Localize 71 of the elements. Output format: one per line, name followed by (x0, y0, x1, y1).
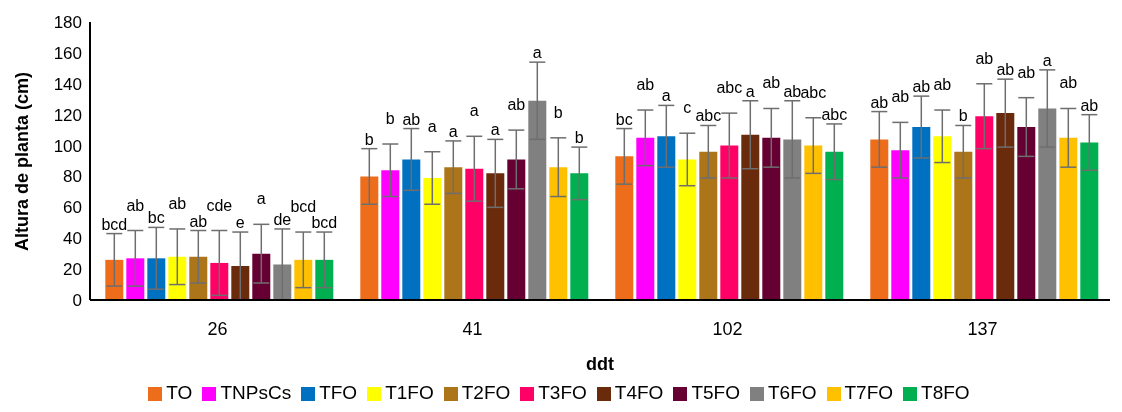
data-label: c (683, 99, 692, 117)
legend-label: T6FO (767, 382, 817, 403)
data-label: ab (168, 194, 187, 212)
data-label: ab (996, 61, 1015, 79)
data-label: ab (1059, 74, 1078, 92)
data-label: abc (821, 105, 848, 123)
data-label: ab (507, 96, 526, 114)
y-tick-label: 140 (53, 74, 82, 94)
data-label: ab (1080, 96, 1099, 114)
y-tick-label: 0 (72, 291, 82, 311)
legend-label: T8FO (921, 382, 970, 403)
data-label: abc (800, 83, 827, 101)
data-label: ab (975, 49, 994, 67)
legend-label: T4FO (614, 382, 664, 403)
data-label: a (469, 102, 479, 120)
data-label: b (385, 110, 395, 128)
data-label: ab (912, 78, 931, 96)
data-label: ab (933, 76, 952, 94)
data-label: ab (762, 74, 781, 92)
data-label: b (958, 107, 968, 125)
data-label: b (364, 130, 374, 148)
y-tick-label: 160 (53, 43, 82, 63)
data-label: bcd (101, 215, 128, 233)
data-label: ab (891, 88, 910, 106)
data-label: ab (402, 110, 421, 128)
data-label: ab (636, 76, 655, 94)
legend-label: T2FO (461, 382, 511, 403)
y-tick-label: 120 (53, 105, 82, 125)
data-label: a (448, 122, 458, 140)
legend-label: T3FO (538, 382, 587, 403)
data-label: a (1042, 51, 1052, 69)
data-label: abc (716, 79, 743, 97)
data-label: ab (1017, 63, 1036, 81)
data-label: bcd (311, 214, 338, 232)
data-label: a (745, 82, 755, 100)
y-axis-title: Altura de planta (cm) (12, 71, 33, 251)
data-label: a (427, 117, 437, 135)
data-label: bc (615, 110, 633, 128)
y-tick-label: 100 (53, 136, 82, 156)
y-tick-label: 180 (53, 13, 82, 33)
y-tick-label: 60 (63, 198, 82, 218)
data-label: bc (147, 209, 165, 227)
data-label: b (553, 103, 563, 121)
y-tick-label: 20 (63, 260, 82, 280)
x-tick-label: 102 (712, 318, 743, 339)
data-label: e (235, 214, 245, 232)
data-label: de (273, 210, 292, 228)
data-label: a (490, 121, 500, 139)
data-label: a (532, 44, 542, 62)
legend-label: TO (166, 382, 193, 403)
y-tick-label: 40 (63, 229, 82, 249)
x-axis-title: ddt (586, 354, 614, 374)
x-tick-label: 137 (967, 318, 998, 339)
data-label: ab (783, 82, 802, 100)
data-label: ab (189, 212, 208, 230)
data-label: ab (126, 196, 145, 214)
data-label: cde (206, 196, 233, 214)
x-tick-label: 41 (462, 318, 483, 339)
y-tick-label: 80 (63, 167, 82, 187)
legend-label: T1FO (385, 382, 434, 403)
legend-label: T5FO (691, 382, 740, 403)
data-label: a (256, 190, 266, 208)
data-label: abc (695, 107, 722, 125)
data-label: ab (870, 93, 889, 111)
data-label: a (661, 87, 671, 105)
legend-label: T7FO (844, 382, 894, 403)
data-label: bcd (290, 198, 317, 216)
legend-label: TFO (319, 382, 358, 403)
data-label: b (574, 129, 584, 147)
x-tick-label: 26 (207, 318, 228, 339)
legend-label: TNPsCs (220, 382, 292, 403)
